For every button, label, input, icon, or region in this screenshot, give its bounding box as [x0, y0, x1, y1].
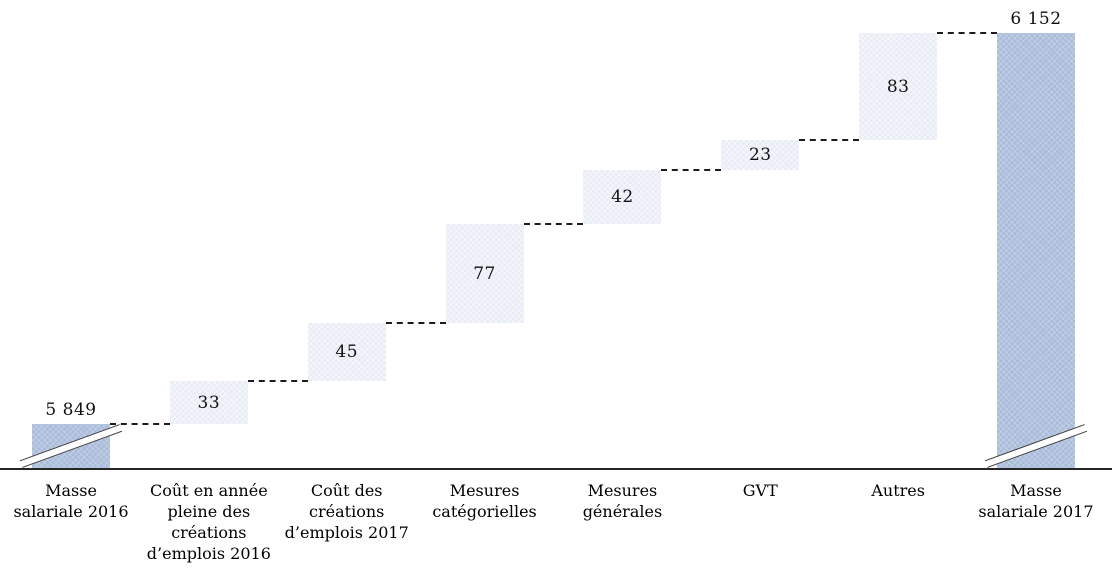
- waterfall-bar: [996, 33, 1075, 468]
- category-label: Coût en année pleine des créations d’emp…: [146, 481, 271, 563]
- category-label: Mesures catégorielles: [432, 481, 537, 521]
- connector-line: [799, 139, 860, 142]
- waterfall-bar: 42: [583, 169, 662, 224]
- bar-value-label: 42: [611, 186, 634, 207]
- bar-value-label: 23: [748, 144, 772, 165]
- category-label: Mesures générales: [582, 481, 663, 521]
- category-label: Masse salariale 2017: [978, 481, 1094, 521]
- waterfall-bar: 77: [445, 223, 524, 324]
- waterfall-bar: 45: [307, 323, 386, 382]
- waterfall-bar: 33: [169, 381, 248, 424]
- connector-line: [523, 222, 584, 225]
- connector-line: [661, 168, 722, 171]
- connector-line: [385, 322, 446, 325]
- bar-value-label: 45: [335, 342, 359, 363]
- bar-value-label: 77: [473, 263, 496, 284]
- category-label: GVT: [742, 481, 778, 500]
- connector-line: [247, 380, 308, 383]
- connector-line: [937, 32, 997, 34]
- category-label: Masse salariale 2016: [13, 481, 129, 521]
- x-axis-line: [0, 468, 1112, 470]
- waterfall-bar: 23: [721, 140, 800, 170]
- bar-value-label: 33: [197, 392, 221, 413]
- bar-value-label: 6 152: [1010, 9, 1062, 29]
- bar-value-label: 5 849: [45, 400, 97, 420]
- connector-line: [110, 423, 170, 425]
- category-label: Coût des créations d’emplois 2017: [284, 481, 409, 542]
- waterfall-bar: 83: [859, 33, 938, 141]
- bar-value-label: 83: [886, 76, 910, 97]
- category-label: Autres: [871, 481, 925, 500]
